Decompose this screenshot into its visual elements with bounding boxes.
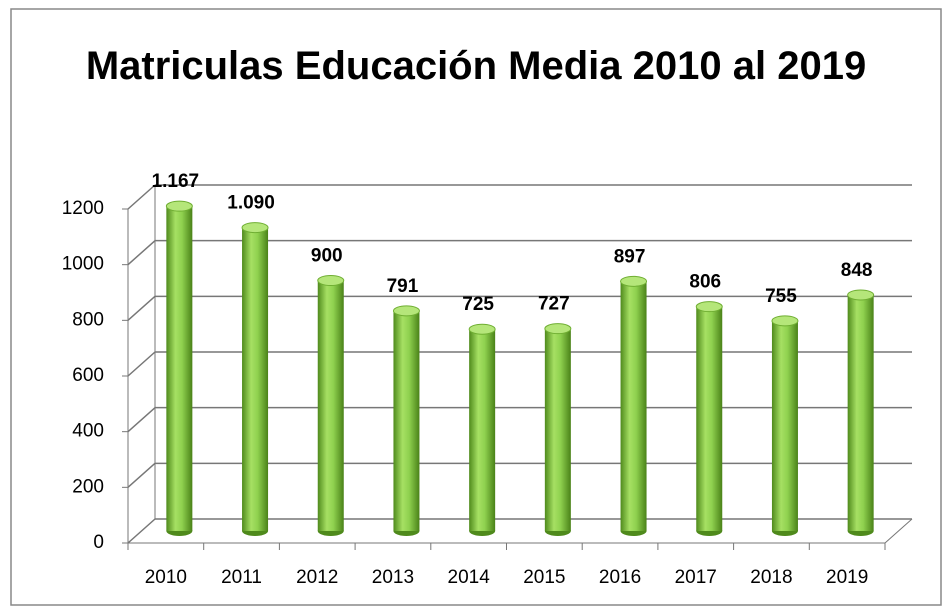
data-label: 755 [765,286,797,307]
bar-top [317,275,345,286]
y-tick-label: 200 [72,476,104,497]
bar [620,275,648,536]
grid-line [127,518,156,544]
y-tick-label: 400 [72,421,104,442]
y-tick-label: 0 [93,532,104,553]
grid-line [127,240,156,266]
data-label: 900 [311,246,343,267]
y-tick-label: 1000 [62,254,104,275]
bar-top [468,323,496,335]
grid-line [127,407,156,433]
x-tick-label: 2018 [750,567,792,588]
bar-top [771,315,799,327]
data-label: 1.167 [152,171,200,192]
bar [695,301,723,536]
grid-line [127,462,156,488]
bar-top [544,323,572,335]
bar-body [242,227,269,531]
bar-top [620,275,648,287]
grid-line [127,184,156,210]
bar [468,323,496,536]
bar-top [847,289,875,301]
x-tick-label: 2013 [372,567,414,588]
floor-right [884,518,913,544]
data-label: 1.090 [227,193,275,214]
bar-body [469,329,496,531]
y-tick-label: 800 [72,309,104,330]
x-tick-label: 2019 [826,567,868,588]
y-tick-label: 600 [72,365,104,386]
data-label: 791 [387,276,419,297]
bar-body [317,280,344,531]
data-label: 806 [689,272,721,293]
bar-top [165,200,193,212]
x-tick-label: 2010 [145,567,187,588]
bar-body [696,306,723,531]
bar [165,200,193,536]
bar-body [620,281,647,531]
bar-body [771,320,798,531]
bar [544,323,572,536]
bar [241,222,269,536]
bar [771,315,799,536]
x-tick-label: 2015 [523,567,565,588]
bar [847,289,875,536]
chart-title: Matriculas Educación Media 2010 al 2019 [85,44,867,88]
grid-line [127,295,156,321]
bar-body [847,294,874,531]
x-tick-label: 2011 [221,567,262,588]
data-label: 897 [614,246,646,267]
bar-body [393,310,420,531]
bar-body [166,206,193,531]
data-label: 725 [462,294,494,315]
x-tick-label: 2012 [296,567,338,588]
bar-body [544,328,571,531]
x-tick-label: 2016 [599,567,641,588]
bar [392,305,420,536]
y-tick-label: 1200 [62,198,104,219]
x-tick-label: 2014 [448,567,491,588]
bar-top [695,301,723,313]
grid-line [127,351,156,377]
bar-top [392,305,420,317]
x-tick-label: 2017 [675,567,717,588]
data-label: 727 [538,294,570,315]
bar-top [241,222,269,234]
data-label: 848 [841,260,873,281]
bar [317,275,345,536]
